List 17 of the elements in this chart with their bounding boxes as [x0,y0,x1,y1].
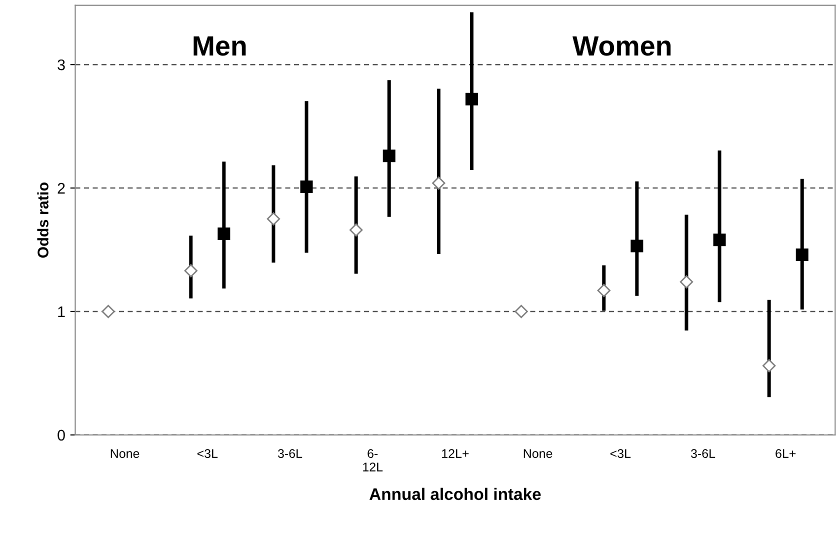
annotation: Men [194,36,246,56]
y-axis-title: Odds ratio [37,182,48,258]
y-tick-label: 3 [58,59,65,70]
y-tick-label: 2 [58,182,65,194]
y-tick-label: 1 [58,306,65,318]
y-tick-label: 0 [58,430,65,441]
x-tick-label: 6- 12L [363,449,383,472]
x-tick-label: 6L+ [776,449,796,458]
x-tick-label: None [110,449,140,458]
x-tick-label: <3L [197,449,218,458]
x-tick-label: None [524,449,552,458]
x-tick-label: 12L+ [442,449,469,458]
x-tick-label: 3-6L [690,449,716,458]
x-axis-title: Annual alcohol intake [370,488,541,500]
x-tick-label: 3-6L [278,449,302,458]
x-tick-label: <3L [610,449,631,458]
annotation: Women [572,36,671,56]
